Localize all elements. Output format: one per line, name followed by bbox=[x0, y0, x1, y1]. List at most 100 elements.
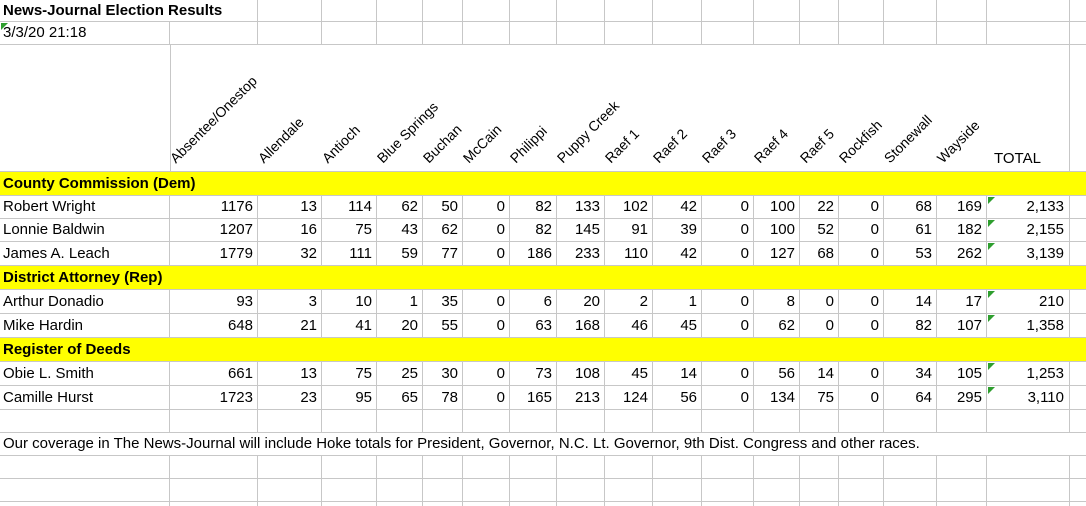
grid-cell[interactable] bbox=[839, 479, 884, 502]
vote-count-cell[interactable]: 100 bbox=[754, 219, 800, 242]
grid-cell[interactable] bbox=[987, 479, 1070, 502]
column-header[interactable]: Allendale bbox=[254, 113, 307, 166]
grid-cell[interactable] bbox=[1070, 196, 1086, 219]
grid-cell[interactable] bbox=[800, 22, 839, 45]
vote-count-cell[interactable]: 133 bbox=[557, 196, 605, 219]
grid-cell[interactable] bbox=[702, 0, 754, 22]
grid-cell[interactable] bbox=[1070, 362, 1086, 386]
total-cell[interactable]: 3,139 bbox=[987, 242, 1070, 266]
grid-cell[interactable] bbox=[322, 22, 377, 45]
grid-cell[interactable] bbox=[839, 502, 884, 506]
grid-cell[interactable] bbox=[510, 0, 557, 22]
column-header[interactable]: Raef 1 bbox=[601, 125, 643, 166]
section-header[interactable]: District Attorney (Rep) bbox=[3, 269, 163, 286]
grid-cell[interactable] bbox=[1070, 410, 1086, 433]
vote-count-cell[interactable]: 0 bbox=[463, 290, 510, 314]
grid-cell[interactable] bbox=[377, 479, 423, 502]
vote-count-cell[interactable]: 75 bbox=[322, 219, 377, 242]
vote-count-cell[interactable]: 213 bbox=[557, 386, 605, 410]
grid-cell[interactable] bbox=[839, 22, 884, 45]
vote-count-cell[interactable]: 0 bbox=[463, 196, 510, 219]
grid-cell[interactable] bbox=[170, 456, 258, 479]
total-cell[interactable]: 1,358 bbox=[987, 314, 1070, 338]
grid-cell[interactable] bbox=[754, 456, 800, 479]
grid-cell[interactable] bbox=[754, 22, 800, 45]
vote-count-cell[interactable]: 168 bbox=[557, 314, 605, 338]
grid-cell[interactable] bbox=[423, 410, 463, 433]
grid-cell[interactable] bbox=[423, 456, 463, 479]
total-header[interactable]: TOTAL bbox=[994, 150, 1041, 167]
grid-cell[interactable] bbox=[322, 479, 377, 502]
column-header[interactable]: McCain bbox=[459, 121, 505, 166]
grid-cell[interactable] bbox=[884, 502, 937, 506]
vote-count-cell[interactable]: 16 bbox=[258, 219, 322, 242]
grid-cell[interactable] bbox=[322, 410, 377, 433]
grid-cell[interactable] bbox=[423, 0, 463, 22]
grid-cell[interactable] bbox=[754, 0, 800, 22]
grid-cell[interactable] bbox=[258, 456, 322, 479]
vote-count-cell[interactable]: 3 bbox=[258, 290, 322, 314]
vote-count-cell[interactable]: 68 bbox=[800, 242, 839, 266]
grid-cell[interactable] bbox=[884, 479, 937, 502]
grid-cell[interactable] bbox=[702, 456, 754, 479]
total-cell[interactable]: 2,155 bbox=[987, 219, 1070, 242]
grid-cell[interactable] bbox=[605, 456, 653, 479]
grid-cell[interactable] bbox=[605, 410, 653, 433]
vote-count-cell[interactable]: 73 bbox=[510, 362, 557, 386]
grid-cell[interactable] bbox=[258, 502, 322, 506]
vote-count-cell[interactable]: 182 bbox=[937, 219, 987, 242]
vote-count-cell[interactable]: 1 bbox=[653, 290, 702, 314]
vote-count-cell[interactable]: 1 bbox=[377, 290, 423, 314]
vote-count-cell[interactable]: 62 bbox=[377, 196, 423, 219]
grid-cell[interactable] bbox=[258, 0, 322, 22]
grid-cell[interactable] bbox=[423, 502, 463, 506]
grid-cell[interactable] bbox=[377, 502, 423, 506]
vote-count-cell[interactable]: 93 bbox=[170, 290, 258, 314]
vote-count-cell[interactable]: 14 bbox=[884, 290, 937, 314]
vote-count-cell[interactable]: 0 bbox=[839, 314, 884, 338]
total-cell[interactable]: 1,253 bbox=[987, 362, 1070, 386]
column-header[interactable]: Raef 5 bbox=[796, 125, 838, 166]
candidate-name-cell[interactable]: Obie L. Smith bbox=[0, 362, 170, 386]
vote-count-cell[interactable]: 43 bbox=[377, 219, 423, 242]
vote-count-cell[interactable]: 77 bbox=[423, 242, 463, 266]
grid-cell[interactable] bbox=[510, 502, 557, 506]
grid-cell[interactable] bbox=[1070, 242, 1086, 266]
vote-count-cell[interactable]: 32 bbox=[258, 242, 322, 266]
grid-cell[interactable] bbox=[884, 410, 937, 433]
grid-cell[interactable] bbox=[702, 479, 754, 502]
grid-cell[interactable] bbox=[1070, 502, 1086, 506]
grid-cell[interactable] bbox=[0, 410, 170, 433]
vote-count-cell[interactable]: 0 bbox=[839, 362, 884, 386]
grid-cell[interactable] bbox=[987, 410, 1070, 433]
vote-count-cell[interactable]: 65 bbox=[377, 386, 423, 410]
grid-cell[interactable] bbox=[510, 410, 557, 433]
vote-count-cell[interactable]: 0 bbox=[839, 386, 884, 410]
vote-count-cell[interactable]: 108 bbox=[557, 362, 605, 386]
vote-count-cell[interactable]: 13 bbox=[258, 196, 322, 219]
vote-count-cell[interactable]: 45 bbox=[653, 314, 702, 338]
grid-cell[interactable] bbox=[510, 22, 557, 45]
grid-cell[interactable] bbox=[937, 479, 987, 502]
grid-cell[interactable] bbox=[0, 479, 170, 502]
vote-count-cell[interactable]: 45 bbox=[605, 362, 653, 386]
vote-count-cell[interactable]: 64 bbox=[884, 386, 937, 410]
column-header[interactable]: Raef 4 bbox=[750, 125, 792, 166]
vote-count-cell[interactable]: 41 bbox=[322, 314, 377, 338]
grid-cell[interactable] bbox=[1070, 219, 1086, 242]
vote-count-cell[interactable]: 82 bbox=[510, 219, 557, 242]
grid-cell[interactable] bbox=[463, 456, 510, 479]
vote-count-cell[interactable]: 68 bbox=[884, 196, 937, 219]
grid-cell[interactable] bbox=[258, 22, 322, 45]
vote-count-cell[interactable]: 1176 bbox=[170, 196, 258, 219]
grid-cell[interactable] bbox=[557, 0, 605, 22]
vote-count-cell[interactable]: 0 bbox=[800, 290, 839, 314]
grid-cell[interactable] bbox=[987, 456, 1070, 479]
grid-cell[interactable] bbox=[884, 0, 937, 22]
column-header[interactable]: Absentee/Onestop bbox=[166, 72, 261, 166]
vote-count-cell[interactable]: 21 bbox=[258, 314, 322, 338]
vote-count-cell[interactable]: 169 bbox=[937, 196, 987, 219]
vote-count-cell[interactable]: 59 bbox=[377, 242, 423, 266]
vote-count-cell[interactable]: 114 bbox=[322, 196, 377, 219]
column-header[interactable]: Stonewall bbox=[880, 111, 935, 166]
